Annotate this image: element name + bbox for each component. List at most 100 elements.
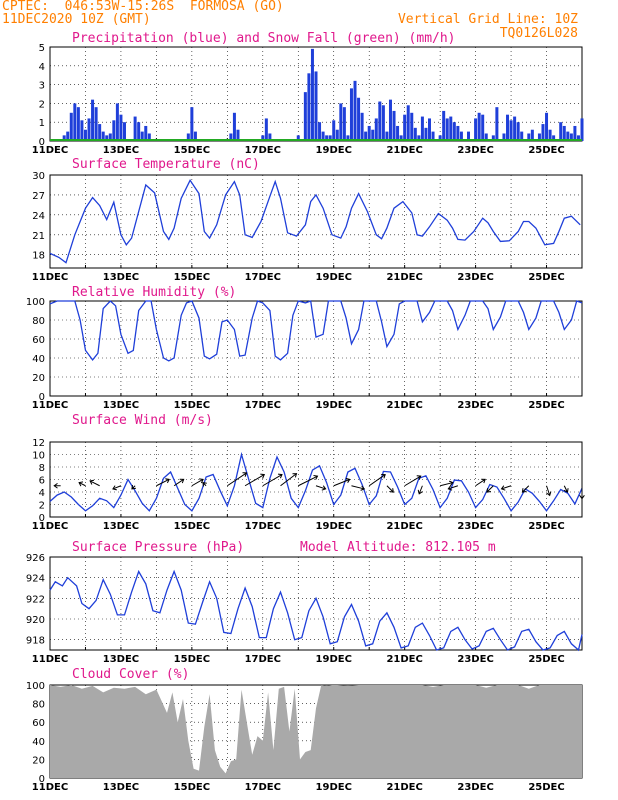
- precip-bar: [388, 99, 392, 141]
- precip-bar: [186, 133, 190, 141]
- x-tick-label: 23DEC: [457, 782, 493, 793]
- wind-arrowhead: [389, 488, 394, 493]
- precip-bar: [527, 133, 531, 141]
- y-tick-label: 924: [26, 574, 45, 585]
- wind-arrowhead: [417, 489, 423, 495]
- wind-arrowhead: [321, 485, 327, 491]
- precip-bar: [140, 131, 144, 141]
- precip-bar: [427, 118, 431, 141]
- precip-bar: [144, 125, 148, 141]
- x-tick-label: 21DEC: [386, 654, 422, 665]
- wind-arrowhead: [521, 488, 527, 493]
- wind-vector: [262, 474, 283, 487]
- y-tick-label: 27: [32, 191, 45, 202]
- x-tick-label: 13DEC: [103, 782, 139, 793]
- x-tick-label: 15DEC: [174, 782, 210, 793]
- precip-bar: [506, 114, 510, 141]
- precip-bar: [112, 120, 116, 141]
- wind-vector: [448, 485, 459, 490]
- y-tick-label: 60: [32, 718, 45, 729]
- precip-bar: [576, 135, 580, 141]
- precip-bar: [339, 103, 343, 141]
- x-tick-label: 21DEC: [386, 145, 422, 156]
- x-tick-label: 25DEC: [528, 782, 564, 793]
- x-tick-label: 25DEC: [528, 272, 564, 283]
- precip-bar: [545, 112, 549, 141]
- precip-bar: [360, 112, 364, 141]
- wind-vector: [501, 485, 512, 490]
- wind-vector: [351, 485, 365, 490]
- x-tick-label: 23DEC: [457, 272, 493, 283]
- wind-arrowhead: [199, 478, 204, 484]
- wind-arrowhead: [292, 473, 298, 478]
- x-tick-label: 23DEC: [457, 521, 493, 532]
- precip-bar: [520, 131, 524, 141]
- panel-title: Surface Pressure (hPa): [72, 540, 244, 555]
- x-tick-label: 23DEC: [457, 400, 493, 411]
- wind-vector: [89, 480, 100, 487]
- precip-bar: [332, 120, 336, 141]
- precip-bar: [357, 97, 361, 141]
- precip-bar: [399, 135, 403, 141]
- wind-arrowhead: [53, 482, 58, 489]
- y-tick-label: 40: [32, 737, 45, 748]
- precip-bar: [403, 114, 407, 141]
- precip-bar: [491, 135, 495, 141]
- precip-bar: [190, 107, 194, 141]
- x-tick-label: 17DEC: [245, 654, 281, 665]
- y-tick-label: 30: [32, 171, 45, 182]
- precip-bar: [66, 131, 70, 141]
- precip-bar: [236, 129, 240, 141]
- x-tick-label: 13DEC: [103, 654, 139, 665]
- precip-bar: [385, 131, 389, 141]
- precip-bar: [552, 135, 556, 141]
- precip-bar: [541, 124, 545, 141]
- wind-vector: [191, 478, 204, 487]
- precip-bar: [442, 110, 446, 141]
- precip-bar: [87, 118, 91, 141]
- precip-bar: [261, 135, 265, 141]
- wind-arrowhead: [112, 485, 117, 491]
- precip-bar: [108, 133, 112, 141]
- header-run-code: TQ0126L028: [499, 26, 578, 41]
- panel-title: Surface Temperature (nC): [72, 157, 260, 172]
- precip-bar: [353, 80, 357, 141]
- x-tick-label: 11DEC: [32, 654, 68, 665]
- series-line: [49, 179, 581, 264]
- y-tick-label: 80: [32, 316, 45, 327]
- precip-bar: [420, 116, 424, 141]
- wind-vector: [227, 472, 247, 487]
- precip-bar: [69, 112, 73, 141]
- precip-bar: [392, 110, 396, 141]
- precip-bar: [349, 88, 353, 141]
- precip-bar: [449, 116, 453, 141]
- wind-arrowhead: [313, 475, 319, 480]
- precip-bar: [406, 105, 410, 141]
- precip-bar: [477, 112, 481, 141]
- wind-vector: [280, 473, 297, 487]
- y-tick-label: 20: [32, 373, 45, 384]
- y-tick-label: 80: [32, 700, 45, 711]
- x-tick-label: 23DEC: [457, 145, 493, 156]
- y-tick-label: 918: [26, 636, 45, 647]
- y-tick-label: 6: [39, 476, 45, 487]
- y-tick-label: 18: [32, 251, 45, 262]
- y-tick-label: 926: [26, 553, 45, 564]
- wind-vector: [244, 474, 265, 487]
- precip-bar: [307, 73, 311, 141]
- wind-arrowhead: [360, 485, 366, 491]
- y-tick-label: 12: [32, 438, 45, 449]
- y-tick-label: 100: [26, 681, 45, 692]
- precip-bar: [502, 133, 506, 141]
- y-tick-label: 0: [39, 137, 45, 148]
- wind-vector: [333, 478, 350, 487]
- precip-bar: [98, 124, 102, 141]
- x-tick-label: 11DEC: [32, 521, 68, 532]
- precip-bar: [537, 133, 541, 141]
- precip-bar: [193, 131, 197, 141]
- precip-bar: [296, 135, 300, 141]
- y-tick-label: 1: [39, 118, 45, 129]
- precip-bar: [264, 118, 268, 141]
- precip-bar: [481, 114, 485, 141]
- wind-arrowhead: [345, 477, 351, 483]
